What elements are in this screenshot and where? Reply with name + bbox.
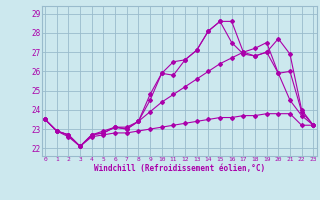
X-axis label: Windchill (Refroidissement éolien,°C): Windchill (Refroidissement éolien,°C) (94, 164, 265, 173)
